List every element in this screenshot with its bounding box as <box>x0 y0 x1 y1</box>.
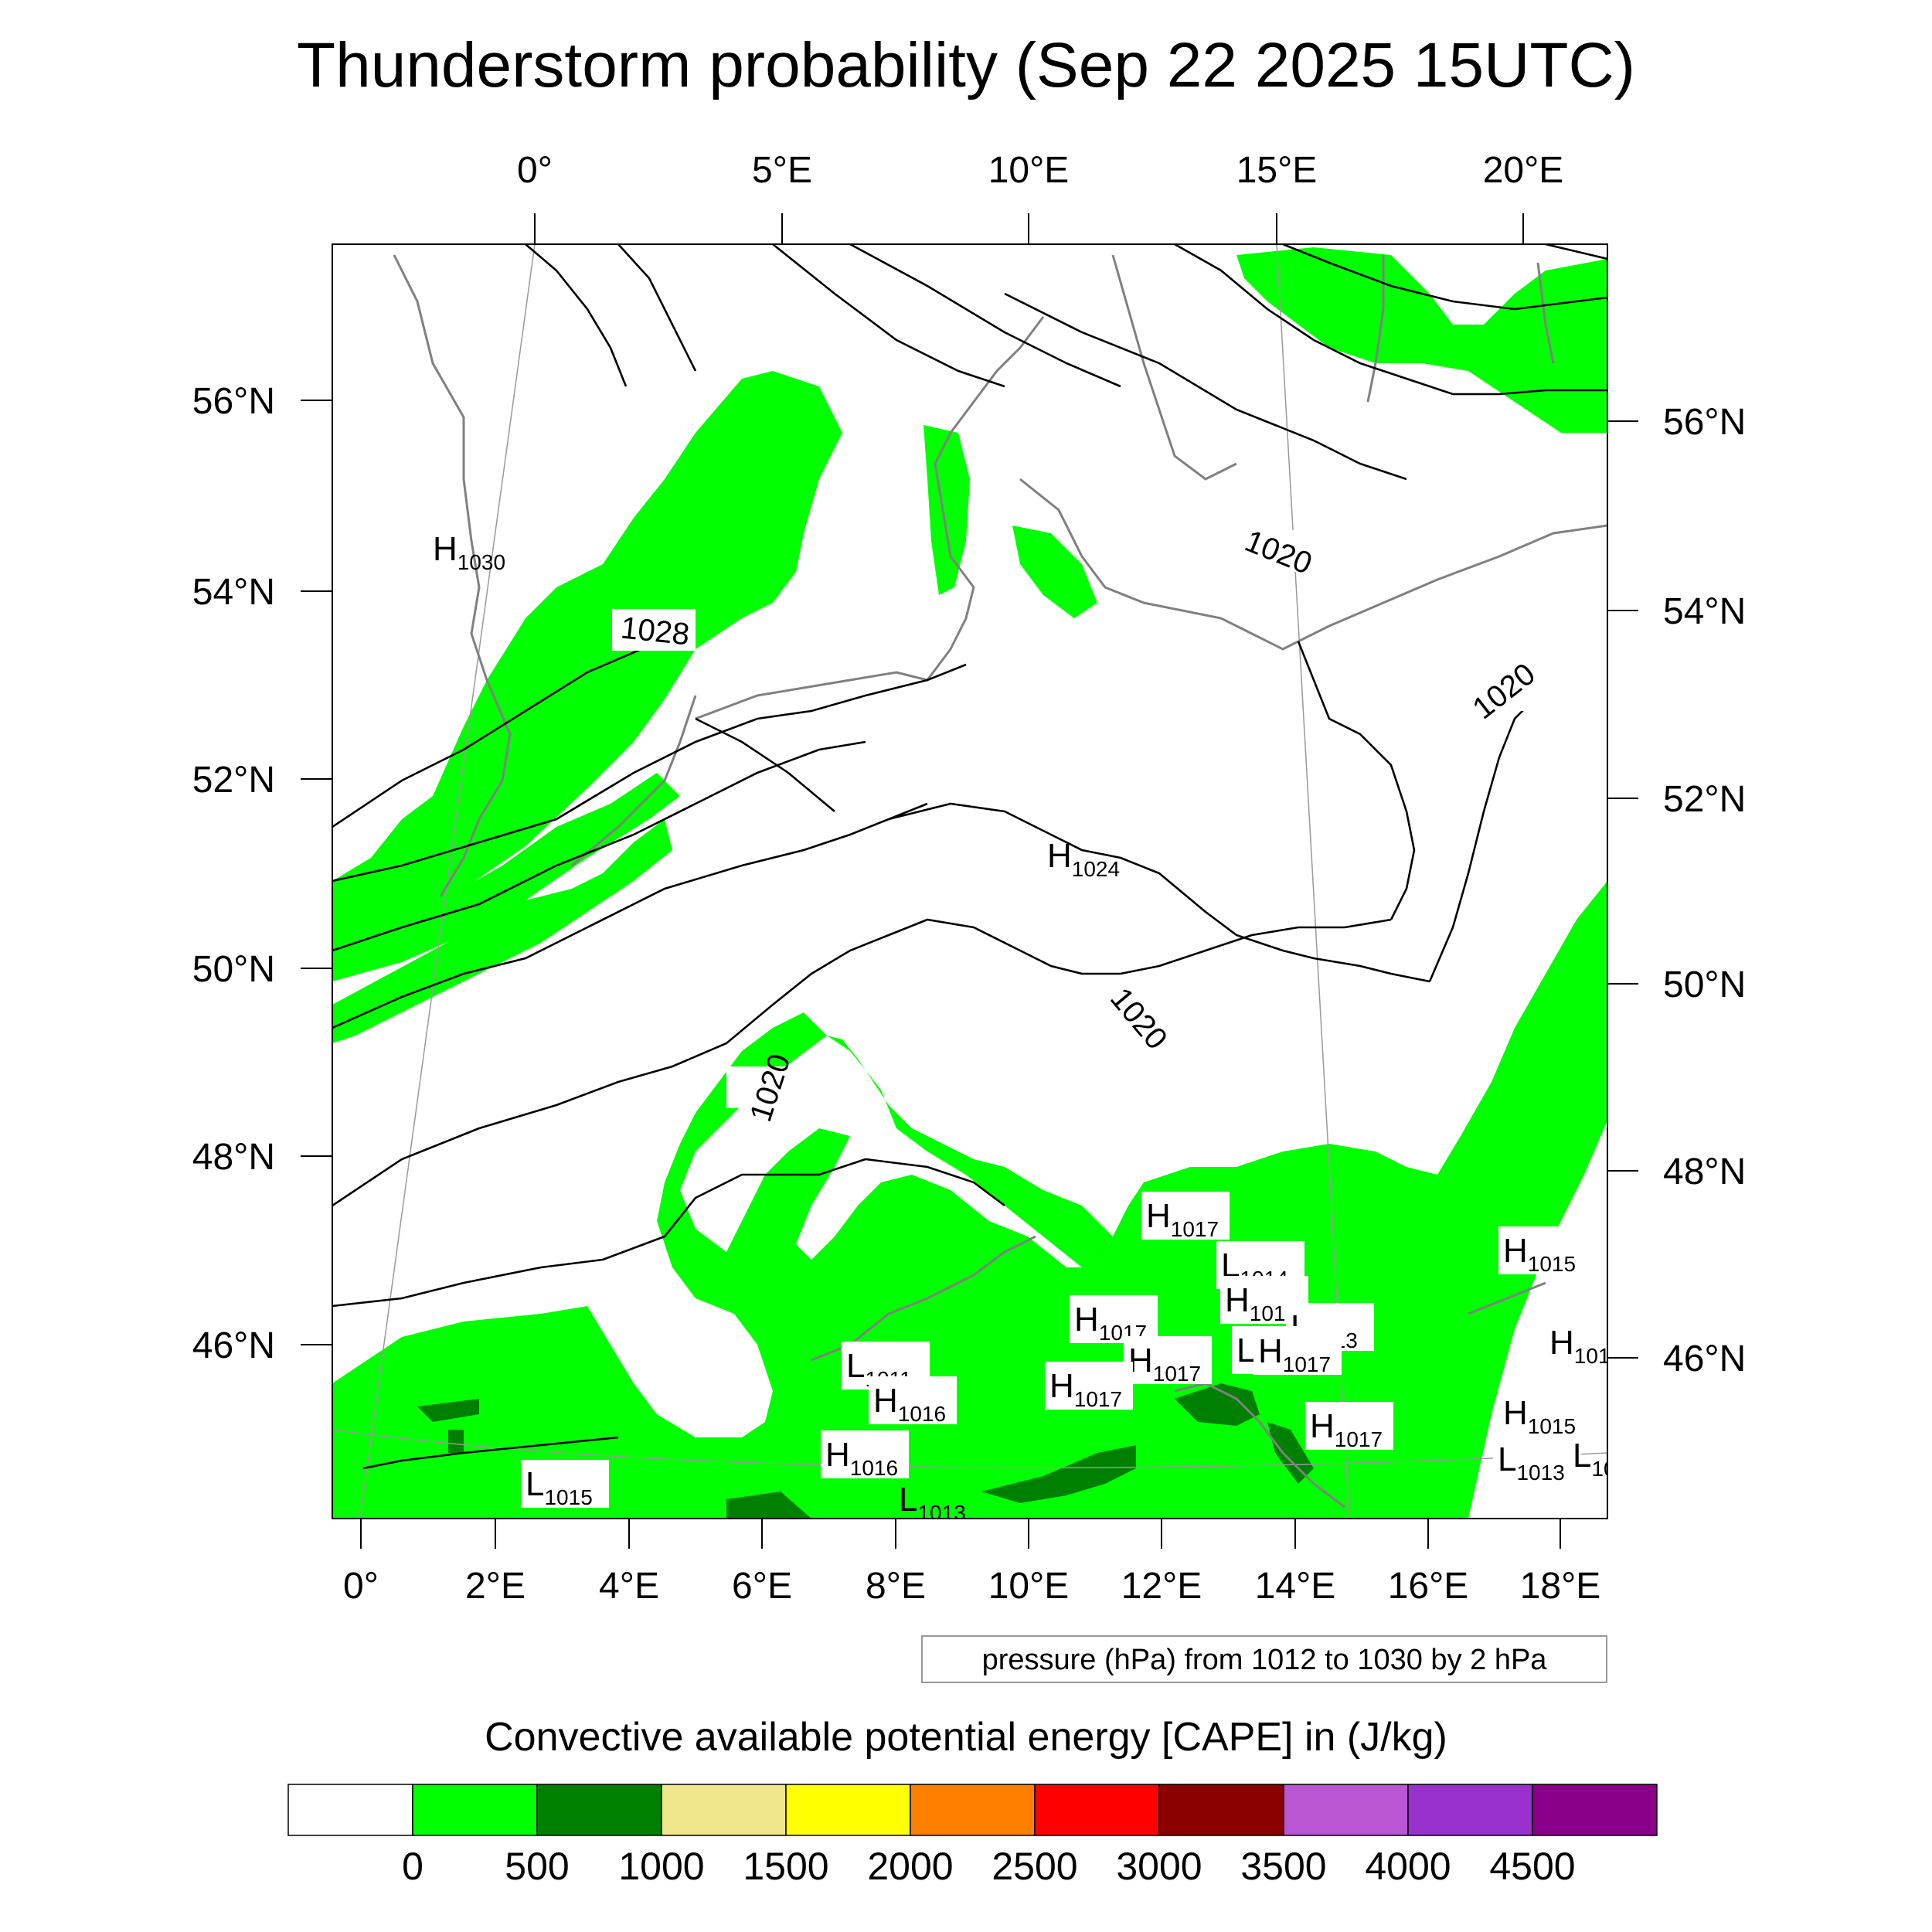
top-lon-label: 15°E <box>1236 150 1318 191</box>
high-pressure-center: H1017 <box>1124 1336 1212 1386</box>
colorbar-tick-label: 2000 <box>867 1845 953 1888</box>
high-pressure-center: H1017 <box>1070 1295 1158 1345</box>
map-frame <box>332 243 1608 1519</box>
colorbar-swatch <box>661 1784 787 1836</box>
high-pressure-center: H1015 <box>1498 1389 1587 1438</box>
pressure-centers: H1030H1024H1017L1014H1018L1013H1015L1013… <box>433 530 1616 1525</box>
colorbar-swatch <box>287 1784 413 1836</box>
right-lat-label: 50°N <box>1663 964 1746 1005</box>
coastlines <box>393 254 1607 1509</box>
bottom-lon-label: 12°E <box>1121 1566 1202 1607</box>
pressure-center-value: 1017 <box>1171 1217 1219 1241</box>
top-lon-label: 0° <box>517 150 553 191</box>
top-lon-label: 10°E <box>988 150 1070 191</box>
pressure-center-value: 1024 <box>1072 857 1120 881</box>
colorbar-swatch <box>536 1784 662 1836</box>
bottom-lon-label: 4°E <box>599 1566 659 1607</box>
colorbar-title: Convective available potential energy [C… <box>485 1715 1447 1760</box>
high-pressure-center: H1017 <box>1141 1192 1230 1241</box>
bottom-lon-label: 2°E <box>465 1566 526 1607</box>
colorbar-tick-label: 500 <box>505 1845 569 1888</box>
right-lat-label: 54°N <box>1663 591 1746 632</box>
pressure-center-value: 1015 <box>1528 1252 1576 1276</box>
low-pressure-center: L1015 <box>521 1460 609 1509</box>
top-lon-label: 20°E <box>1483 150 1564 191</box>
bottom-lon-axis: 0° 2°E 4°E 6°E 8°E 10°E 12°E 14°E 16°E 1… <box>343 1519 1600 1607</box>
high-pressure-center: H1017 <box>1305 1402 1393 1451</box>
colorbar-tick-label: 0 <box>402 1845 423 1888</box>
pressure-center-value: 1015 <box>544 1485 592 1509</box>
pressure-center-value: 1015 <box>1528 1414 1576 1438</box>
low-pressure-center: L1013 <box>1493 1435 1581 1485</box>
colorbar-swatch <box>1283 1784 1409 1836</box>
pressure-center-value: 101 <box>1574 1344 1611 1368</box>
colorbar-swatch <box>785 1784 911 1836</box>
pressure-center-label: H1017 <box>1128 1342 1201 1386</box>
high-pressure-center: H1015 <box>1498 1226 1587 1276</box>
pressure-center-label: L10 <box>1573 1437 1616 1481</box>
left-lat-label: 54°N <box>192 572 275 613</box>
pressure-center-value: 1013 <box>917 1501 965 1525</box>
pressure-center-value: 1017 <box>1153 1362 1201 1386</box>
bottom-lon-label: 8°E <box>866 1566 926 1607</box>
pressure-center-value: 1017 <box>1074 1387 1122 1411</box>
pressure-center-value: 10 <box>1591 1457 1615 1481</box>
isobar-label: 1028 <box>619 611 691 651</box>
left-lat-axis: 56°N 54°N 52°N 50°N 48°N 46°N <box>192 381 332 1366</box>
left-lat-label: 56°N <box>192 381 275 422</box>
bottom-lon-label: 14°E <box>1255 1566 1336 1607</box>
colorbar-swatch <box>1532 1784 1658 1836</box>
colorbar-swatch <box>412 1784 538 1836</box>
top-lon-axis: 0° 5°E 10°E 15°E 20°E <box>517 150 1563 244</box>
left-lat-label: 48°N <box>192 1137 275 1178</box>
pressure-center-value: 1016 <box>898 1402 946 1426</box>
pressure-center-value: 1030 <box>457 550 505 574</box>
high-pressure-center: H1016 <box>821 1430 909 1480</box>
contour-info-box: pressure (hPa) from 1012 to 1030 by 2 hP… <box>921 1635 1607 1683</box>
left-lat-label: 52°N <box>192 760 275 801</box>
pressure-center-value: 1016 <box>850 1456 898 1480</box>
low-pressure-center: L10 <box>1573 1437 1616 1481</box>
bottom-lon-label: 0° <box>343 1566 379 1607</box>
map-title: Thunderstorm probability (Sep 22 2025 15… <box>297 30 1635 100</box>
pressure-center-value: 1017 <box>1283 1352 1331 1376</box>
colorbar-tick-label: 1000 <box>618 1845 704 1888</box>
colorbar-swatch <box>1407 1784 1533 1836</box>
pressure-center-value: 1017 <box>1335 1427 1383 1451</box>
isobar-labels: 1028 1020 1020 1020 1020 <box>612 524 1546 1126</box>
high-pressure-center: H1016 <box>869 1376 957 1426</box>
right-lat-axis: 56°N 54°N 52°N 50°N 48°N 46°N <box>1607 402 1746 1379</box>
bottom-lon-label: 18°E <box>1520 1566 1601 1607</box>
colorbar-tick-label: 2500 <box>992 1845 1077 1888</box>
right-lat-label: 46°N <box>1663 1338 1746 1379</box>
colorbar-tick-label: 4000 <box>1365 1845 1451 1888</box>
isobars <box>332 244 1607 1470</box>
colorbar-swatch <box>910 1784 1036 1836</box>
contour-info-text: pressure (hPa) from 1012 to 1030 by 2 hP… <box>982 1644 1548 1676</box>
colorbar-tick-label: 4500 <box>1489 1845 1575 1888</box>
colorbar-swatch <box>1158 1784 1284 1836</box>
colorbar-swatch <box>1034 1784 1160 1836</box>
top-lon-label: 5°E <box>752 150 812 191</box>
right-lat-label: 48°N <box>1663 1151 1746 1192</box>
colorbar-tick-label: 1500 <box>743 1845 828 1888</box>
left-lat-label: 46°N <box>192 1325 275 1366</box>
pressure-center-value: 1013 <box>1516 1461 1564 1485</box>
right-lat-label: 56°N <box>1663 402 1746 443</box>
colorbar: 0 500 1000 1500 2000 2500 3000 3500 4000 4500 <box>287 1784 1658 1888</box>
right-lat-label: 52°N <box>1663 779 1746 820</box>
left-lat-label: 50°N <box>192 949 275 990</box>
high-pressure-center: H1017 <box>1253 1327 1342 1376</box>
bottom-lon-label: 16°E <box>1388 1566 1469 1607</box>
colorbar-tick-label: 3500 <box>1240 1845 1326 1888</box>
colorbar-tick-label: 3000 <box>1116 1845 1202 1888</box>
bottom-lon-label: 10°E <box>988 1566 1070 1607</box>
cape-dark-shading <box>417 1383 1314 1519</box>
bottom-lon-label: 6°E <box>732 1566 792 1607</box>
map-plot-area: 1028 1020 1020 1020 1020 H1030H1024H1017… <box>332 244 1616 1525</box>
high-pressure-center: H1017 <box>1045 1362 1133 1411</box>
